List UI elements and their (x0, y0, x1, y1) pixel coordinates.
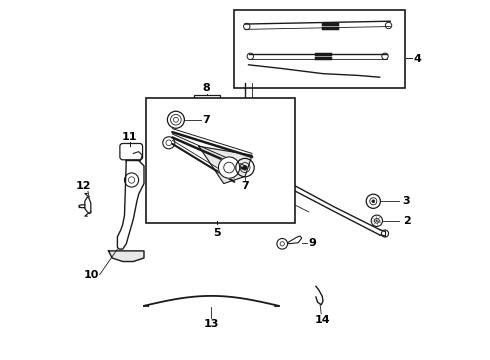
Text: 6: 6 (156, 106, 164, 116)
Bar (194, 95, 220, 114)
Circle shape (159, 127, 161, 130)
Bar (234, 10, 405, 88)
Text: 4: 4 (414, 54, 421, 64)
Circle shape (372, 200, 375, 203)
Text: 2: 2 (403, 216, 411, 226)
Text: 9: 9 (309, 238, 317, 248)
Text: 10: 10 (84, 270, 99, 280)
Circle shape (219, 157, 240, 178)
Circle shape (243, 166, 247, 169)
Text: 11: 11 (122, 132, 138, 142)
Text: 13: 13 (204, 319, 219, 329)
Bar (146, 99, 294, 222)
Polygon shape (199, 146, 252, 184)
Text: 7: 7 (202, 115, 210, 125)
Text: 14: 14 (315, 315, 331, 325)
Text: 5: 5 (213, 228, 220, 238)
Text: 3: 3 (403, 196, 410, 206)
Text: 1: 1 (284, 200, 292, 210)
Text: 7: 7 (241, 181, 249, 191)
Polygon shape (109, 251, 144, 261)
FancyBboxPatch shape (120, 144, 143, 160)
Text: 12: 12 (76, 181, 92, 191)
Text: 8: 8 (203, 83, 211, 93)
